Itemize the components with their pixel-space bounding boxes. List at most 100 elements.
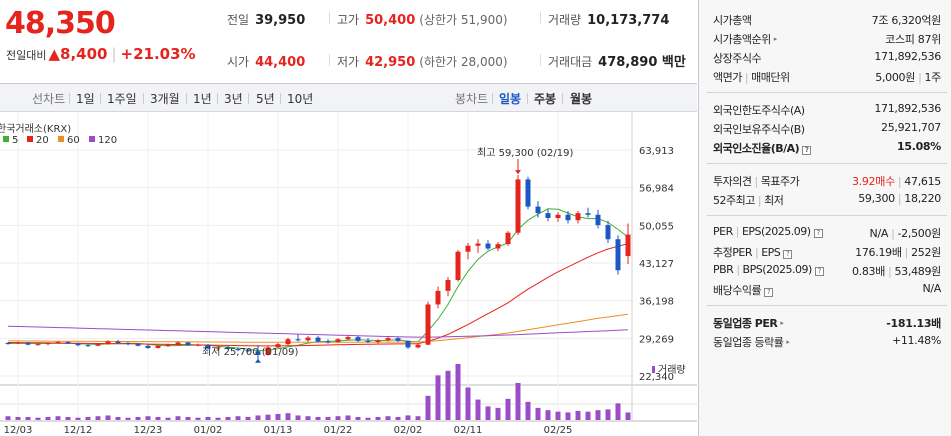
candle-body <box>135 344 141 346</box>
x-tick-label: 12/23 <box>134 425 163 436</box>
est-per-label: 추정PER <box>713 246 752 259</box>
volume-label: 거래량 <box>548 13 582 27</box>
sector-per-row[interactable]: 동일업종 PER ▸ -181.13배 <box>713 315 941 331</box>
pbr-label: PBR <box>713 263 734 276</box>
high-price: 고가 50,400 (상한가 51,900) <box>337 9 508 28</box>
candle-body <box>405 340 411 348</box>
candle-body <box>125 343 131 345</box>
stock-info-panel: 시가총액 7조 6,320억원 시가총액순위 ▸ 코스피 87위 상장주식수 17… <box>698 0 951 436</box>
shares-label: 상장주식수 <box>713 52 762 65</box>
tab-candle-chart[interactable]: 봉차트 <box>455 92 489 106</box>
volume-bar <box>555 411 561 420</box>
candle-body <box>485 243 491 249</box>
x-tick-label: 01/13 <box>264 425 293 436</box>
eps-label: EPS(2025.09) <box>741 225 811 238</box>
open-price: 시가 44,400 <box>227 51 305 70</box>
candle-body <box>265 347 271 356</box>
volume-bar <box>355 416 361 420</box>
market-cap-label: 시가총액 <box>713 14 752 27</box>
tab-3m[interactable]: 3개월 <box>150 92 180 106</box>
candle-body <box>325 341 331 343</box>
help-icon[interactable]: ? <box>783 250 793 259</box>
foreign-limit-label: 외국인한도주식수(A) <box>713 104 805 117</box>
opinion-row: 투자의견 | 목표주가 3.92매수 | 47,615 <box>713 175 941 188</box>
foreign-ratio-label: 외국인소진율(B/A) <box>713 142 800 155</box>
candle-body <box>545 213 551 219</box>
legend-label: 20 <box>36 135 49 146</box>
volume-bar <box>175 416 181 420</box>
tab-line-chart[interactable]: 선차트 <box>32 92 66 106</box>
candle-body <box>315 337 321 342</box>
est-per-value: 176.19배 <box>855 246 902 259</box>
volume-bar <box>15 416 21 420</box>
volume-bar <box>585 411 591 420</box>
tab-1y[interactable]: 1년 <box>193 92 212 106</box>
expand-triangle-icon[interactable]: ▸ <box>780 319 784 327</box>
high-label: 고가 <box>337 13 360 27</box>
est-eps-label: EPS <box>761 246 781 259</box>
help-icon[interactable]: ? <box>802 146 812 155</box>
low-price: 저가 42,950 (하한가 28,000) <box>337 51 508 70</box>
help-icon[interactable]: ? <box>813 229 823 238</box>
volume-bar <box>455 364 461 420</box>
candle-body <box>435 290 441 305</box>
ma120-line <box>7 325 629 338</box>
candle-body <box>375 340 381 342</box>
y-tick-label: 22,340 <box>639 372 674 383</box>
candle-body <box>615 239 621 271</box>
expand-triangle-icon[interactable]: ▸ <box>773 35 778 43</box>
candle-body <box>425 304 431 345</box>
rank-row[interactable]: 시가총액순위 ▸ 코스피 87위 <box>713 31 941 47</box>
tab-weekly[interactable]: 주봉 <box>534 92 557 106</box>
volume-bar <box>565 412 571 420</box>
tab-daily[interactable]: 일봉 <box>499 92 522 106</box>
x-tick-label: 01/02 <box>194 425 223 436</box>
volume-bar <box>55 416 61 420</box>
volume-bar <box>525 401 531 420</box>
volume-bar <box>205 416 211 420</box>
candle-body <box>445 279 451 291</box>
help-icon[interactable]: ? <box>814 267 824 276</box>
volume-bar <box>595 410 601 420</box>
volume-bar <box>315 416 321 420</box>
volume-bar <box>495 407 501 420</box>
help-icon[interactable]: ? <box>764 288 774 297</box>
expand-triangle-icon[interactable]: ▸ <box>786 338 790 346</box>
volume-bar <box>425 395 431 420</box>
volume-bar <box>235 416 241 420</box>
volume-bar <box>95 416 101 420</box>
legend-swatch <box>3 136 9 142</box>
tab-5y[interactable]: 5년 <box>256 92 275 106</box>
y-tick-label: 36,198 <box>639 297 674 308</box>
sector-rate-row[interactable]: 동일업종 등락률 ▸ +11.48% <box>713 334 941 350</box>
volume-bar <box>395 416 401 420</box>
tab-monthly[interactable]: 월봉 <box>570 92 593 106</box>
foreign-limit-row: 외국인한도주식수(A) 171,892,536 <box>713 102 941 118</box>
foreign-hold-value: 25,921,707 <box>881 121 941 134</box>
tab-1d[interactable]: 1일 <box>76 92 95 106</box>
x-tick-label: 02/25 <box>544 425 573 436</box>
volume-bar <box>25 416 31 420</box>
tab-1w[interactable]: 1주일 <box>107 92 137 106</box>
tab-3y[interactable]: 3년 <box>224 92 243 106</box>
volume-bar <box>295 415 301 420</box>
dividend-value: N/A <box>922 282 941 295</box>
candle-body <box>585 213 591 215</box>
volume-bar <box>145 416 151 420</box>
volume-value: 10,173,774 <box>587 13 670 28</box>
volume-bar <box>115 416 121 420</box>
candle-body <box>105 341 111 345</box>
volume-bar <box>485 406 491 420</box>
y-tick-label: 56,984 <box>639 184 674 195</box>
candle-body <box>15 342 21 344</box>
candle-body <box>525 179 531 207</box>
tab-10y[interactable]: 10년 <box>287 92 314 106</box>
candle-body <box>625 234 631 257</box>
market-cap-value: 7조 6,320억원 <box>871 14 942 27</box>
lower-limit: (하한가 28,000) <box>419 55 508 69</box>
stock-candlestick-chart[interactable]: 거래량 63,913 56,984 50,055 43,127 36,198 29,269… <box>0 112 697 436</box>
dividend-label: 배당수익률 <box>713 284 762 297</box>
candle-body <box>195 344 201 346</box>
52week-high-value: 59,300 <box>858 192 895 205</box>
low-arrow-head <box>255 358 261 363</box>
